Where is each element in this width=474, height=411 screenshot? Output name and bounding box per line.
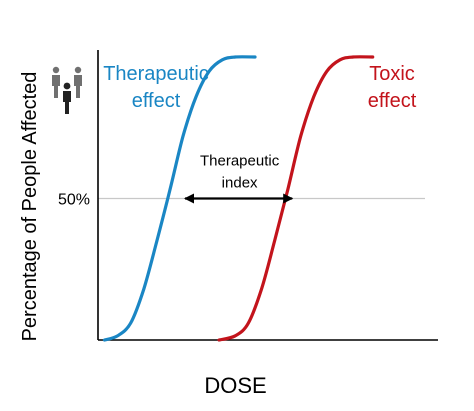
x-axis-title: DOSE [204,373,266,398]
people-group-icon [52,66,82,114]
y-tick-label-50: 50% [58,192,90,209]
series-label-0-line-1: effect [132,90,181,112]
series-label-1-line-1: effect [368,90,417,112]
annotation-label-line-1: Therapeutic [200,153,280,170]
series-group [102,55,375,342]
series-label-1-line-0: Toxic [369,63,415,85]
series-labels: Therapeutic effect Toxic effect [103,63,417,112]
y-axis-title: Percentage of People Affected [19,72,41,342]
series-line-0 [102,55,257,342]
annotation-label-line-2: index [222,175,258,192]
series-line-1 [217,55,375,342]
series-label-0-line-0: Therapeutic [103,63,209,85]
